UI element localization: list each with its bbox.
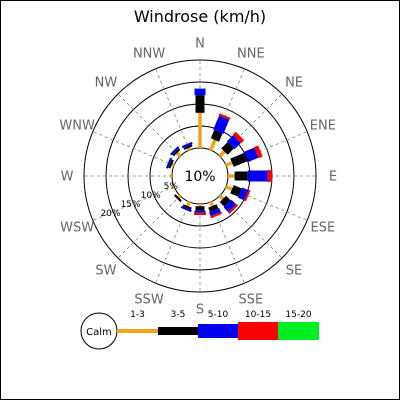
- direction-label-NW: NW: [95, 75, 118, 90]
- bar-SE-1-3: [218, 194, 225, 201]
- bar-ESE-3-5: [230, 185, 242, 197]
- direction-label-ENE: ENE: [310, 119, 336, 134]
- bar-SE-3-5: [219, 195, 231, 207]
- bar-ESE-1-3: [225, 185, 233, 191]
- bar-WNW-5-10: [165, 157, 173, 169]
- bar-NW-1-3: [175, 151, 182, 158]
- legend-label-15-20: 15-20: [285, 310, 311, 320]
- bar-SW-1-3: [177, 194, 182, 199]
- bar-NW-5-10: [170, 146, 180, 156]
- bar-NNE-5-10: [213, 115, 230, 134]
- bar-WSW-1-3: [171, 185, 175, 190]
- bar-NE-1-3: [218, 150, 226, 158]
- legend-swatch-10-15: [238, 322, 278, 340]
- ring-label: 5%: [164, 182, 179, 192]
- legend-swatch-5-10: [198, 324, 238, 338]
- ring-label: 20%: [100, 209, 120, 219]
- bar-NE-10-15: [232, 131, 245, 144]
- direction-label-ESE: ESE: [311, 220, 336, 235]
- bar-NNW-3-5: [183, 144, 193, 150]
- calm-circle: 10%: [184, 169, 215, 185]
- bar-ENE-1-3: [225, 161, 233, 167]
- direction-labels: N NNE NE ENE E ESE SE SSE S SSW SW WSW W WNW NW NNW: [59, 37, 337, 318]
- bar-NE-3-5: [221, 142, 234, 155]
- direction-label-WNW: WNW: [59, 119, 95, 134]
- grid-spoke: [155, 68, 190, 151]
- bar-SSE-5-10: [209, 207, 221, 217]
- bar-SSW-5-10: [180, 205, 192, 213]
- bar-NE-5-10: [226, 135, 241, 150]
- bar-SE-5-10: [223, 199, 237, 213]
- legend-swatch-3-5: [158, 327, 198, 335]
- grid-spoke: [92, 186, 175, 221]
- bar-SE-10-15: [228, 204, 239, 215]
- direction-label-SW: SW: [95, 264, 116, 279]
- legend: Calm 1-3 3-5 5-10 10-15 15-20: [80, 310, 319, 350]
- bar-NNE-1-3: [209, 139, 217, 151]
- direction-label-SSE: SSE: [239, 292, 264, 307]
- bars: [165, 88, 272, 219]
- grid-spoke: [117, 195, 181, 259]
- calm-value: 10%: [184, 169, 215, 185]
- grid-spoke: [92, 131, 175, 166]
- bar-NNW-1-3: [186, 147, 191, 151]
- chart-title: Windrose (km/h): [134, 7, 266, 26]
- ring-label: 10%: [141, 191, 161, 201]
- bar-SSE-3-5: [208, 204, 219, 212]
- bar-NNW-5-10: [181, 141, 193, 149]
- direction-label-NNW: NNW: [133, 47, 165, 62]
- direction-label-NE: NE: [285, 75, 303, 90]
- bar-SSE-10-15: [210, 211, 223, 219]
- bar-SSW-1-3: [185, 201, 191, 207]
- ring-labels: 5%10%15%20%: [100, 182, 178, 219]
- bar-SSW-3-5: [182, 204, 192, 210]
- direction-label-N: N: [195, 37, 205, 52]
- direction-label-E: E: [329, 170, 337, 185]
- bar-ENE-3-5: [230, 152, 248, 167]
- direction-label-NNE: NNE: [237, 47, 265, 62]
- direction-label-W: W: [61, 170, 74, 185]
- ring-label: 15%: [121, 200, 141, 210]
- grid-spoke: [155, 201, 190, 284]
- bar-SW-3-5: [173, 194, 182, 203]
- legend-calm-label: Calm: [86, 327, 112, 338]
- legend-label-10-15: 10-15: [245, 310, 271, 320]
- bar-ESE-5-10: [237, 187, 249, 201]
- direction-label-WSW: WSW: [60, 220, 94, 235]
- bar-NW-3-5: [172, 148, 181, 157]
- direction-label-SSW: SSW: [134, 292, 164, 307]
- bar-WNW-3-5: [168, 159, 174, 169]
- bar-ESE-10-15: [243, 189, 251, 202]
- legend-label-3-5: 3-5: [171, 310, 186, 320]
- grid-spoke: [117, 93, 181, 157]
- legend-label-5-10: 5-10: [208, 310, 229, 320]
- direction-label-SE: SE: [286, 264, 302, 279]
- bar-ENE-10-15: [254, 145, 263, 159]
- bar-NNE-3-5: [210, 130, 223, 142]
- bar-NNE-10-15: [218, 113, 231, 120]
- legend-swatch-15-20: [278, 322, 319, 340]
- direction-label-S: S: [196, 303, 204, 318]
- legend-label-1-3: 1-3: [130, 310, 145, 320]
- grid-ring: [83, 59, 317, 293]
- bar-WNW-1-3: [171, 162, 175, 167]
- legend-swatch-1-3: [117, 329, 158, 333]
- bar-ENE-5-10: [244, 147, 259, 162]
- bar-SSE-1-3: [209, 201, 215, 207]
